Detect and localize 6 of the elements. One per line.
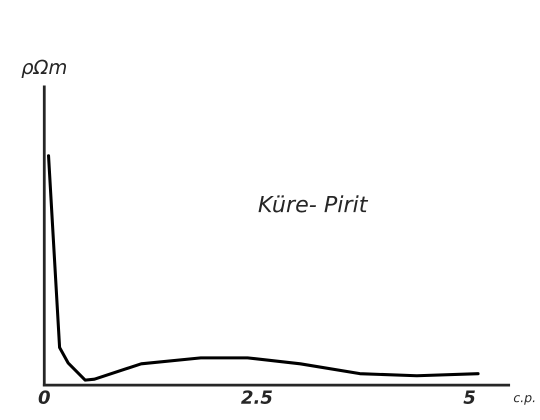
x-tick-label: 5 [464,390,475,404]
x-axis-title: c.p. [514,395,534,405]
y-axis-title: ρΩm [22,60,66,78]
x-tick-label: 2.5 [241,390,272,404]
text: Küre- Pirit [258,195,368,212]
x-tick-label: 0 [38,390,50,404]
